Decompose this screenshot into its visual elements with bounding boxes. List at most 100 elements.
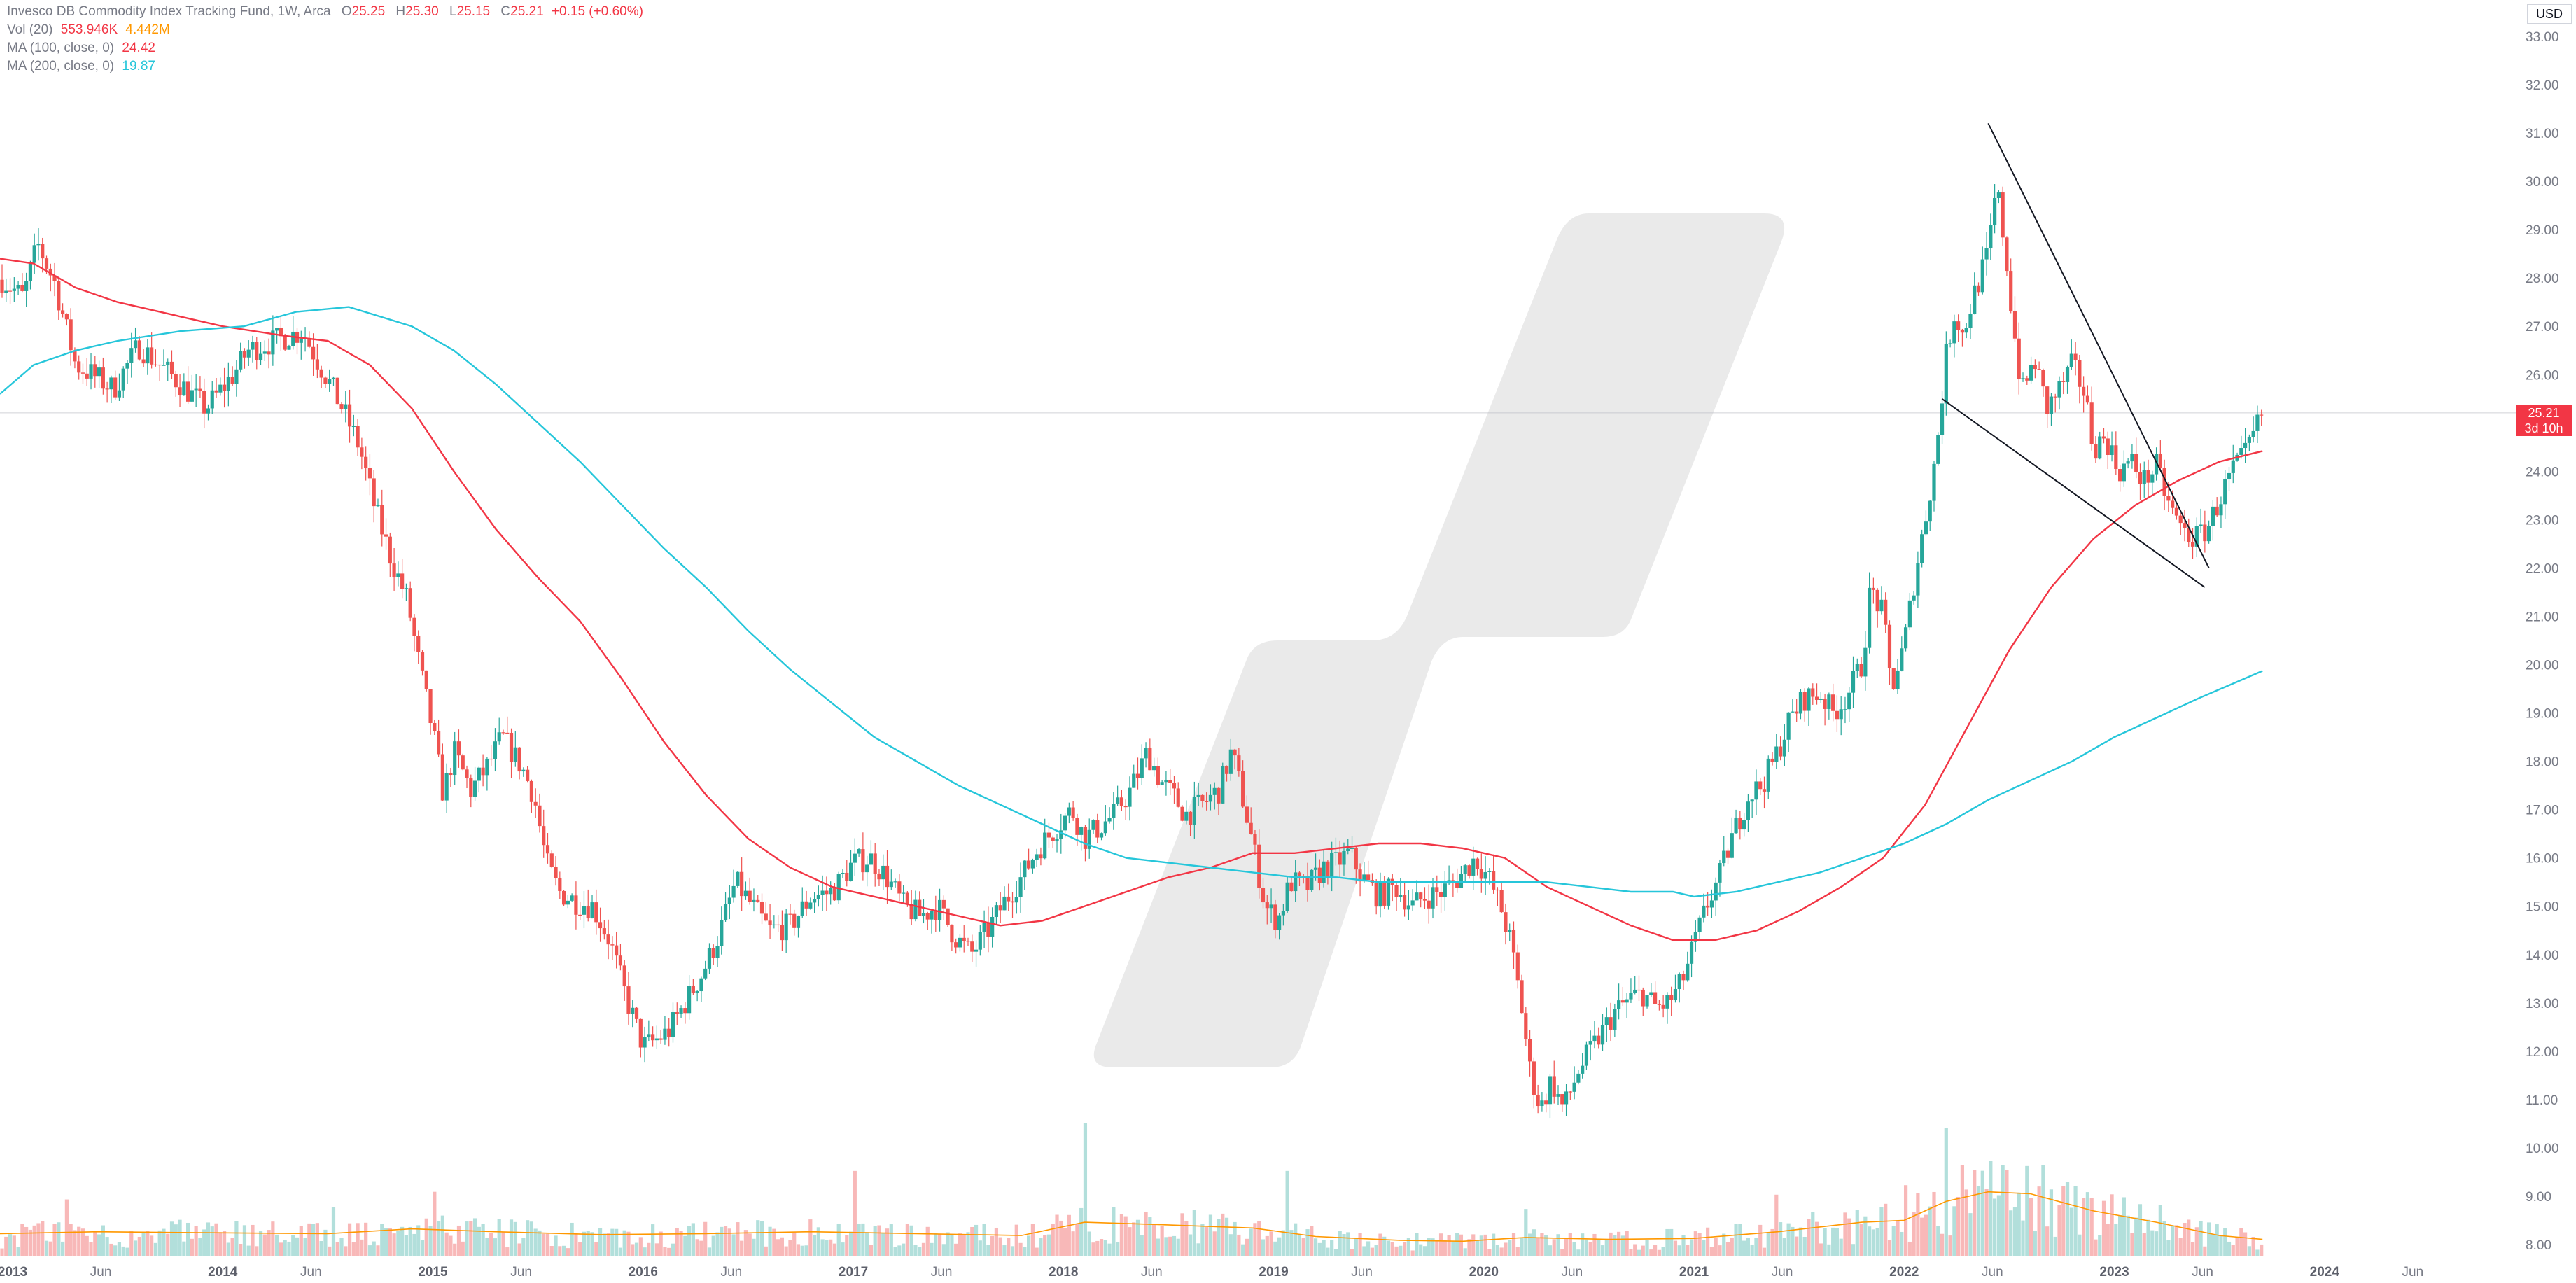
price-tick-label: 32.00 bbox=[2526, 78, 2559, 93]
volume-bar bbox=[1212, 1231, 1217, 1256]
trendlines[interactable] bbox=[1941, 122, 2210, 588]
price-tick-label: 26.00 bbox=[2526, 368, 2559, 383]
volume-bar bbox=[1438, 1233, 1443, 1256]
time-tick-label: 2023 bbox=[2099, 1265, 2129, 1280]
volume-bar bbox=[477, 1226, 481, 1256]
volume-bar bbox=[1649, 1249, 1653, 1256]
volume-bar bbox=[1277, 1237, 1282, 1256]
candle-body bbox=[618, 955, 623, 966]
ma100-indicator-row[interactable]: MA (100, close, 0) 24.42 bbox=[7, 39, 643, 57]
candle-body bbox=[2130, 454, 2134, 462]
candle-body bbox=[1326, 861, 1330, 878]
volume-bar bbox=[732, 1234, 736, 1256]
volume-bar bbox=[934, 1233, 938, 1256]
candle-body bbox=[1544, 1100, 1548, 1105]
volume-bar bbox=[2239, 1228, 2244, 1256]
volume-bar bbox=[1087, 1231, 1091, 1256]
volume-bar bbox=[1297, 1235, 1302, 1256]
candle-body bbox=[1419, 892, 1423, 899]
volume-bar bbox=[1750, 1244, 1754, 1256]
candle-body bbox=[16, 284, 20, 289]
candle-body bbox=[1212, 787, 1217, 795]
volume-bar bbox=[218, 1232, 223, 1256]
volume-bar bbox=[141, 1233, 146, 1256]
volume-bar bbox=[1823, 1228, 1827, 1256]
candle-body bbox=[1063, 815, 1068, 831]
volume-bar bbox=[1415, 1233, 1419, 1256]
candle-body bbox=[1887, 624, 1892, 668]
candle-body bbox=[2162, 468, 2166, 496]
volume-bar bbox=[513, 1221, 517, 1256]
candle-body bbox=[1665, 995, 1670, 1009]
close-label: C bbox=[500, 4, 511, 19]
candle-body bbox=[41, 244, 45, 259]
volume-bar bbox=[242, 1225, 247, 1256]
volume-bar bbox=[958, 1233, 962, 1256]
candle-body bbox=[1330, 853, 1334, 878]
volume-bar bbox=[1609, 1232, 1613, 1256]
volume-bar bbox=[647, 1242, 651, 1256]
volume-bar bbox=[740, 1240, 744, 1256]
price-axis[interactable]: 33.00 32.00 31.00 30.00 29.00 28.00 27.00 26.00… bbox=[2526, 30, 2559, 1253]
volume-bar bbox=[1002, 1245, 1007, 1256]
volume-bar bbox=[1241, 1244, 1245, 1256]
candle-body bbox=[1176, 788, 1180, 807]
symbol-row[interactable]: Invesco DB Commodity Index Tracking Fund… bbox=[7, 3, 643, 21]
candle-body bbox=[416, 636, 421, 652]
volume-ma-value: 4.442M bbox=[125, 22, 170, 37]
volume-bar bbox=[853, 1170, 857, 1256]
volume-bar bbox=[1119, 1214, 1124, 1256]
volume-bar bbox=[1176, 1238, 1180, 1256]
volume-bar bbox=[1495, 1245, 1499, 1256]
volume-bar bbox=[1410, 1250, 1415, 1256]
candle-body bbox=[1819, 699, 1823, 700]
volume-bar bbox=[561, 1245, 566, 1256]
candle-body bbox=[351, 426, 356, 428]
candle-body bbox=[740, 871, 744, 897]
volume-bar bbox=[691, 1223, 695, 1256]
candle-body bbox=[1879, 599, 1884, 612]
volume-bar bbox=[1511, 1232, 1516, 1256]
candle-body bbox=[1956, 321, 1961, 330]
volume-bar bbox=[2001, 1165, 2005, 1256]
volume-indicator-row[interactable]: Vol (20) 553.946K 4.442M bbox=[7, 21, 643, 39]
candle-body bbox=[994, 905, 999, 917]
volume-bar bbox=[509, 1219, 514, 1256]
candle-body bbox=[372, 478, 376, 507]
volume-bar bbox=[1766, 1233, 1770, 1256]
volume-bar bbox=[1819, 1243, 1823, 1256]
candle-body bbox=[1738, 818, 1742, 830]
volume-bar bbox=[1164, 1237, 1168, 1256]
volume-bar bbox=[226, 1242, 230, 1256]
volume-bar bbox=[210, 1226, 214, 1256]
volume-bar bbox=[1399, 1245, 1403, 1256]
volume-bar bbox=[1443, 1240, 1447, 1256]
candle-body bbox=[2122, 463, 2126, 482]
candle-body bbox=[958, 937, 962, 948]
volume-bar bbox=[1338, 1231, 1342, 1256]
time-axis[interactable]: 2013 Jun 2014 Jun 2015 Jun 2016 Jun 2017 Jun 2018 J… bbox=[0, 1265, 2423, 1280]
volume-bar bbox=[469, 1221, 473, 1256]
candle-body bbox=[360, 447, 364, 457]
currency-selector[interactable]: USD bbox=[2527, 4, 2572, 24]
candle-body bbox=[1843, 709, 1847, 710]
candle-body bbox=[2158, 454, 2162, 468]
volume-bar bbox=[41, 1221, 45, 1256]
candle-body bbox=[1435, 887, 1439, 892]
low-label: L bbox=[449, 4, 457, 19]
candle-body bbox=[1184, 811, 1189, 821]
volume-bar bbox=[1390, 1242, 1394, 1256]
candle-body bbox=[1342, 851, 1346, 865]
price-tick-label: 10.00 bbox=[2526, 1142, 2559, 1156]
volume-bar bbox=[1447, 1235, 1451, 1256]
ma200-indicator-row[interactable]: MA (200, close, 0) 19.87 bbox=[7, 57, 643, 76]
candle-body bbox=[2037, 369, 2041, 370]
price-tick-label: 30.00 bbox=[2526, 175, 2559, 190]
candle-body bbox=[2110, 445, 2114, 456]
candle-body bbox=[970, 941, 974, 952]
volume-bar bbox=[1665, 1228, 1670, 1256]
volume-bar bbox=[198, 1238, 202, 1256]
candle-body bbox=[73, 350, 77, 362]
volume-bar bbox=[602, 1233, 606, 1256]
